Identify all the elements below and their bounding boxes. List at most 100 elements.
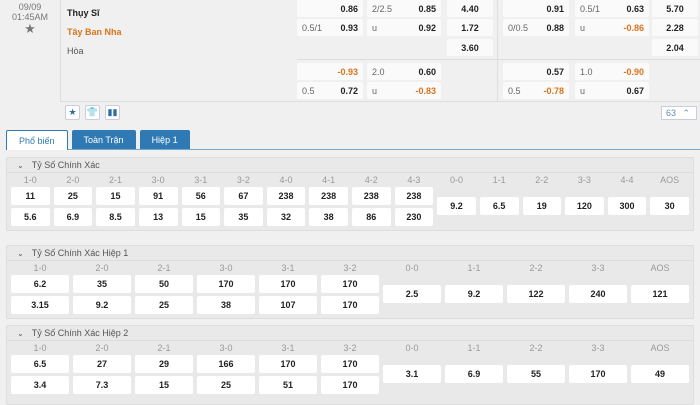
odds-cell[interactable]: 2.0 0.60 (367, 63, 441, 80)
odds-cell[interactable]: 170 (197, 275, 255, 293)
odds-cell[interactable]: 29 (135, 355, 193, 373)
odds-cell[interactable]: 1.72 (447, 19, 493, 36)
odds-cell[interactable]: 5.70 (652, 0, 698, 17)
section-header[interactable]: ⌄ Tỷ Số Chính Xác (7, 158, 693, 173)
odds-cell[interactable]: 5.6 (11, 208, 50, 226)
odds-cell[interactable]: 0.5 0.72 (297, 82, 363, 99)
odds-cell[interactable]: 238 (352, 187, 391, 205)
odds-cell[interactable]: 9.2 (445, 285, 503, 303)
odds-cell[interactable]: 7.3 (73, 376, 131, 394)
odds-cell[interactable]: 170 (569, 365, 627, 383)
odds-cell[interactable]: 3.60 (447, 39, 493, 56)
odds-cell[interactable]: 2.28 (652, 19, 698, 36)
odds-cell[interactable]: 121 (631, 285, 689, 303)
odds-cell[interactable]: 240 (569, 285, 627, 303)
odds-cell[interactable]: 0.5/1 0.93 (297, 19, 363, 36)
odds-cell[interactable]: 120 (565, 197, 604, 215)
more-markets-button[interactable]: 63 ⌃ (661, 106, 697, 120)
odds-cell[interactable]: u 0.92 (367, 19, 441, 36)
odds-cell[interactable]: 6.2 (11, 275, 69, 293)
odds-cell[interactable]: 300 (607, 197, 647, 215)
odds-cell[interactable]: u -0.86 (575, 19, 649, 36)
odds-cell[interactable]: 0.57 (503, 63, 569, 80)
handicap-line: 0.5 (508, 85, 521, 96)
odds-cell[interactable]: 230 (394, 208, 434, 226)
odds-cell[interactable]: 6.5 (479, 197, 519, 215)
odds-cell[interactable]: 4.40 (447, 0, 493, 17)
odds-cell[interactable]: 2/2.5 0.85 (367, 0, 441, 17)
odds-cell[interactable]: 25 (53, 187, 93, 205)
odds-cell[interactable]: 25 (197, 376, 255, 394)
odds-cell[interactable]: 0.5/1 0.63 (575, 0, 649, 17)
odds-cell[interactable]: 0/0.5 0.88 (503, 19, 569, 36)
odds-value: 0.88 (546, 22, 564, 33)
odds-cell[interactable]: 30 (650, 197, 689, 215)
odds-cell[interactable]: 170 (321, 296, 379, 314)
odds-cell[interactable]: 166 (197, 355, 255, 373)
odds-cell[interactable]: 170 (321, 275, 379, 293)
odds-cell[interactable]: 25 (135, 296, 193, 314)
odds-value: -0.83 (415, 85, 436, 96)
tab-toan-tran[interactable]: Toàn Trận (71, 130, 136, 150)
stats-icon[interactable]: ▮▮ (105, 105, 120, 120)
odds-cell[interactable]: 13 (138, 208, 178, 226)
jersey-icon[interactable]: 👕 (85, 105, 100, 120)
odds-cell[interactable]: 86 (352, 208, 391, 226)
odds-cell[interactable]: 238 (394, 187, 434, 205)
odds-cell[interactable]: 27 (73, 355, 131, 373)
odds-cell[interactable]: 55 (507, 365, 565, 383)
odds-cell[interactable]: 91 (138, 187, 178, 205)
odds-cell[interactable]: 11 (11, 187, 50, 205)
tab-hiep-1[interactable]: Hiệp 1 (139, 130, 190, 150)
odds-cell[interactable]: 238 (309, 187, 348, 205)
odds-cell[interactable]: 238 (266, 187, 306, 205)
odds-cell[interactable]: 19 (522, 197, 562, 215)
odds-cell[interactable]: 0.86 (297, 0, 363, 17)
odds-cell[interactable]: 3.4 (11, 376, 69, 394)
odds-cell[interactable]: -0.93 (297, 63, 363, 80)
star-icon[interactable]: ★ (65, 105, 80, 120)
odds-cell[interactable]: 170 (259, 275, 317, 293)
odds-cell[interactable]: 49 (631, 365, 689, 383)
odds-cell[interactable]: 3.15 (11, 296, 69, 314)
section-header[interactable]: ⌄ Tỷ Số Chính Xác Hiệp 1 (7, 246, 693, 261)
score-label: 0-0 (405, 343, 419, 353)
odds-cell[interactable]: 9.2 (73, 296, 131, 314)
score-label: 3-2 (343, 343, 357, 353)
odds-cell[interactable]: 2.5 (383, 285, 441, 303)
odds-cell[interactable]: 50 (135, 275, 193, 293)
odds-cell[interactable]: 15 (181, 208, 221, 226)
odds-cell[interactable]: 6.9 (53, 208, 93, 226)
odds-cell[interactable]: 38 (197, 296, 255, 314)
odds-cell[interactable]: 56 (181, 187, 221, 205)
odds-cell[interactable]: 2.04 (652, 39, 698, 56)
odds-cell[interactable]: 15 (96, 187, 135, 205)
score-label: 4-2 (364, 175, 378, 185)
odds-cell[interactable]: 6.5 (11, 355, 69, 373)
score-label: 3-1 (194, 175, 208, 185)
odds-cell[interactable]: u -0.83 (367, 82, 441, 99)
odds-cell[interactable]: 107 (259, 296, 317, 314)
odds-cell[interactable]: 170 (259, 355, 317, 373)
odds-cell[interactable]: 38 (309, 208, 348, 226)
odds-cell[interactable]: 122 (507, 285, 565, 303)
odds-cell[interactable]: 35 (73, 275, 131, 293)
odds-cell[interactable]: 32 (266, 208, 306, 226)
odds-cell[interactable]: 35 (224, 208, 263, 226)
odds-cell[interactable]: 1.0 -0.90 (575, 63, 649, 80)
odds-cell[interactable]: 0.5 -0.78 (503, 82, 569, 99)
odds-cell[interactable]: 9.2 (437, 197, 476, 215)
odds-cell[interactable]: 170 (321, 355, 379, 373)
odds-cell[interactable]: 0.91 (503, 0, 569, 17)
tab-pho-bien[interactable]: Phổ biến (6, 130, 68, 150)
odds-cell[interactable]: 3.1 (383, 365, 441, 383)
odds-cell[interactable]: 6.9 (445, 365, 503, 383)
favorite-star-icon[interactable]: ★ (24, 21, 36, 36)
section-header[interactable]: ⌄ Tỷ Số Chính Xác Hiệp 2 (7, 326, 693, 341)
odds-cell[interactable]: 51 (259, 376, 317, 394)
odds-cell[interactable]: 8.5 (96, 208, 135, 226)
odds-cell[interactable]: 170 (321, 376, 379, 394)
odds-cell[interactable]: u 0.67 (575, 82, 649, 99)
odds-cell[interactable]: 67 (224, 187, 263, 205)
odds-cell[interactable]: 15 (135, 376, 193, 394)
